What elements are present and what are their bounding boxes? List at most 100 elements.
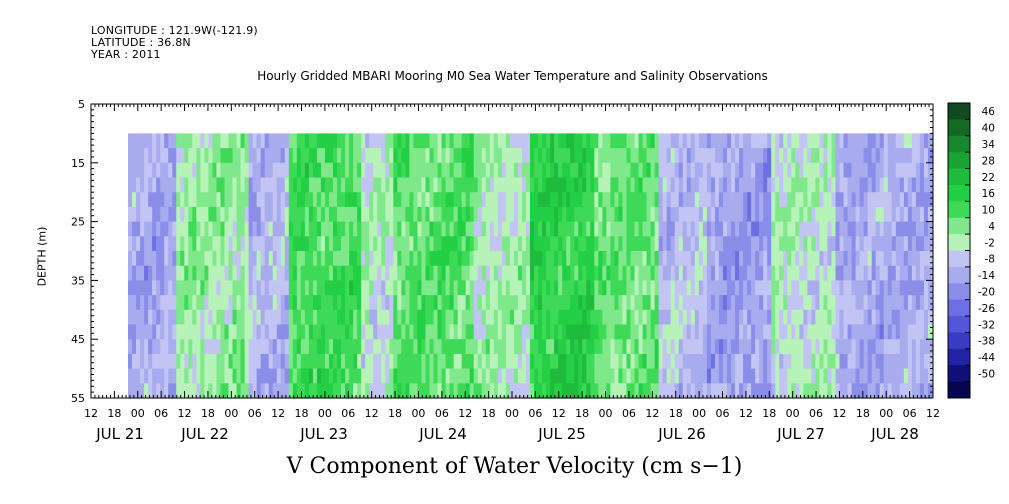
heatmap-cell xyxy=(316,339,322,355)
heatmap-cell xyxy=(204,192,209,208)
heatmap-cell xyxy=(284,265,290,281)
heatmap-cell xyxy=(152,353,157,370)
heatmap-cell xyxy=(847,324,853,340)
heatmap-cell xyxy=(324,383,330,399)
heatmap-cell xyxy=(542,368,547,384)
heatmap-cell xyxy=(304,368,310,384)
heatmap-cell xyxy=(196,353,201,370)
heatmap-cell xyxy=(899,192,905,208)
heatmap-cell xyxy=(308,148,314,164)
heatmap-cell xyxy=(417,162,423,179)
heatmap-cell xyxy=(554,177,559,193)
heatmap-cell xyxy=(606,280,611,296)
heatmap-cell xyxy=(192,192,197,208)
heatmap-cell xyxy=(164,280,169,296)
heatmap-cell xyxy=(521,280,527,296)
heatmap-cell xyxy=(204,368,209,384)
heatmap-cell xyxy=(501,177,507,193)
heatmap-cell xyxy=(136,324,141,340)
heatmap-cell xyxy=(208,221,214,237)
heatmap-cell xyxy=(525,192,531,208)
heatmap-cell xyxy=(907,162,913,179)
heatmap-cell xyxy=(264,251,270,267)
heatmap-cell xyxy=(409,368,415,384)
heatmap-cell xyxy=(469,251,475,267)
heatmap-cell xyxy=(654,251,660,267)
heatmap-cell xyxy=(353,339,358,355)
heatmap-cell xyxy=(144,236,149,252)
heatmap-cell xyxy=(554,192,559,208)
x-tick-label: 18 xyxy=(295,407,309,420)
heatmap-cell xyxy=(320,309,326,326)
heatmap-cell xyxy=(735,295,740,311)
heatmap-cell xyxy=(377,162,382,179)
heatmap-cell xyxy=(919,162,925,179)
heatmap-cell xyxy=(232,251,238,267)
heatmap-cell xyxy=(397,295,402,311)
heatmap-cell xyxy=(329,368,334,384)
heatmap-cell xyxy=(421,162,427,179)
heatmap-cell xyxy=(799,236,804,252)
heatmap-cell xyxy=(759,324,764,340)
heatmap-cell xyxy=(646,324,652,340)
heatmap-cell xyxy=(320,221,326,237)
heatmap-cell xyxy=(863,236,869,252)
heatmap-cell xyxy=(722,324,728,340)
heatmap-cell xyxy=(196,265,201,281)
heatmap-cell xyxy=(722,133,728,149)
heatmap-cell xyxy=(827,353,833,370)
heatmap-cell xyxy=(670,148,676,164)
heatmap-cell xyxy=(361,295,366,311)
heatmap-cell xyxy=(473,383,479,399)
heatmap-cell xyxy=(220,295,226,311)
heatmap-cell xyxy=(763,162,768,179)
heatmap-cell xyxy=(903,251,909,267)
heatmap-cell xyxy=(417,148,423,164)
heatmap-cell xyxy=(767,251,772,267)
heatmap-cell xyxy=(598,221,603,237)
heatmap-cell xyxy=(268,236,274,252)
heatmap-cell xyxy=(622,309,628,326)
heatmap-cell xyxy=(168,324,173,340)
heatmap-cell xyxy=(316,221,322,237)
heatmap-cell xyxy=(128,236,133,252)
heatmap-cell xyxy=(718,383,724,399)
heatmap-cell xyxy=(747,162,752,179)
heatmap-cell xyxy=(188,295,193,311)
heatmap-cell xyxy=(586,206,591,223)
heatmap-cell xyxy=(276,295,282,311)
heatmap-cell xyxy=(168,309,173,326)
heatmap-cell xyxy=(899,324,905,340)
heatmap-cell xyxy=(312,309,318,326)
heatmap-cell xyxy=(570,133,575,149)
heatmap-cell xyxy=(610,133,616,149)
heatmap-cell xyxy=(927,383,933,399)
heatmap-cell xyxy=(698,251,704,267)
heatmap-cell xyxy=(168,265,173,281)
heatmap-cell xyxy=(461,368,467,384)
heatmap-cell xyxy=(702,368,708,384)
heatmap-cell xyxy=(485,206,491,223)
heatmap-cell xyxy=(324,280,330,296)
heatmap-cell xyxy=(702,192,708,208)
heatmap-cell xyxy=(610,383,616,399)
heatmap-cell xyxy=(288,177,294,193)
heatmap-cell xyxy=(779,162,784,179)
heatmap-cell xyxy=(381,236,386,252)
heatmap-cell xyxy=(140,148,145,164)
heatmap-cell xyxy=(445,353,451,370)
heatmap-cell xyxy=(678,353,684,370)
heatmap-cell xyxy=(622,177,628,193)
heatmap-cell xyxy=(602,133,607,149)
heatmap-cell xyxy=(759,133,764,149)
heatmap-cell xyxy=(160,353,165,370)
heatmap-cell xyxy=(517,177,523,193)
heatmap-cell xyxy=(272,148,278,164)
heatmap-cell xyxy=(887,251,893,267)
heatmap-cell xyxy=(614,221,620,237)
heatmap-cell xyxy=(345,221,350,237)
heatmap-cell xyxy=(357,162,362,179)
heatmap-cell xyxy=(361,133,366,149)
heatmap-cell xyxy=(180,383,185,399)
heatmap-cell xyxy=(899,309,905,326)
